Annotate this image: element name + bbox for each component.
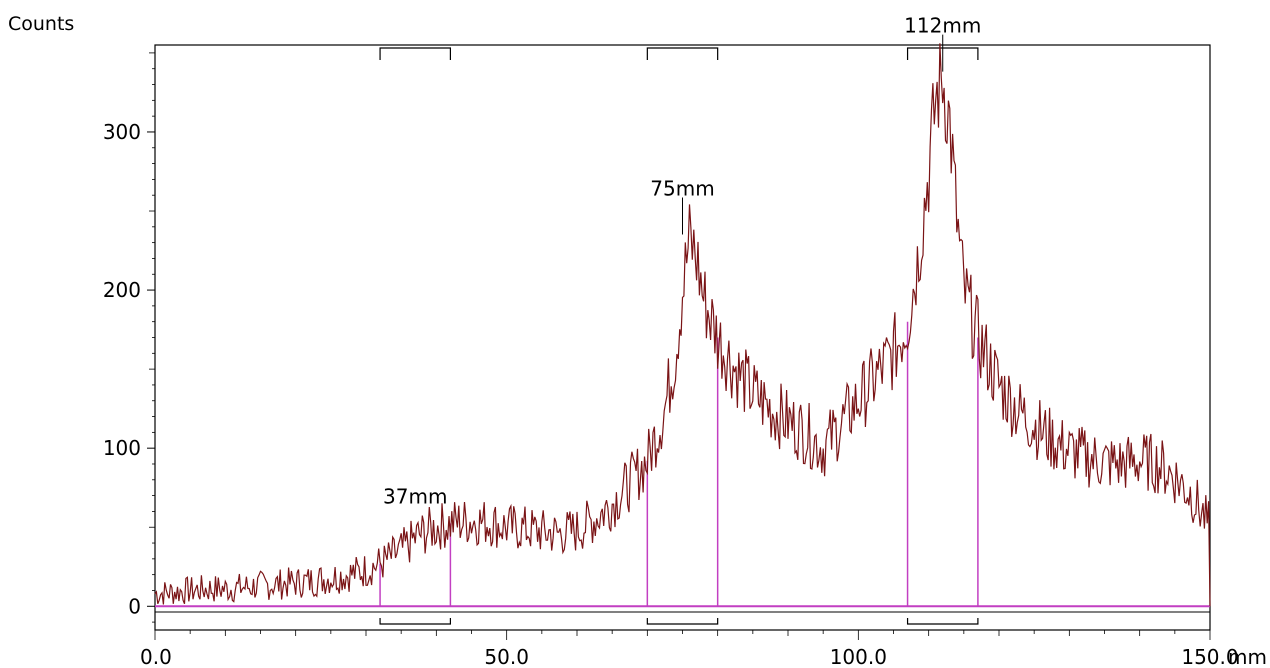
region-bracket-bottom	[646, 618, 719, 625]
peak-annotations: 37mm 75mm 112mm	[383, 14, 981, 509]
peak-regions	[155, 47, 1210, 625]
y-tick-label: 0	[128, 594, 141, 618]
y-axis-label: Counts	[8, 13, 74, 35]
x-axis-unit-label: mm	[1228, 645, 1267, 668]
plot-frame	[154, 44, 1211, 631]
x-tick-label: 150.0	[1181, 645, 1238, 668]
signal-line	[154, 43, 1211, 607]
y-tick-label: 100	[103, 436, 141, 460]
peak-label: 37mm	[383, 484, 447, 508]
axis-ticks: 0 100 200 300 0.0 50.0 100.0 150.0	[103, 52, 1239, 668]
region-bracket-top	[379, 47, 451, 60]
y-tick-label: 300	[103, 120, 141, 144]
peak-label: 112mm	[904, 14, 981, 38]
peak-label: 75mm	[650, 176, 714, 200]
series-layer	[154, 43, 1211, 607]
x-tick-label: 50.0	[484, 645, 529, 668]
x-tick-label: 100.0	[830, 645, 887, 668]
x-tick-label: 0.0	[140, 645, 172, 668]
y-tick-label: 200	[103, 278, 141, 302]
region-bracket-bottom	[379, 618, 451, 625]
region-bracket-top	[646, 47, 719, 60]
region-bracket-bottom	[906, 618, 979, 625]
